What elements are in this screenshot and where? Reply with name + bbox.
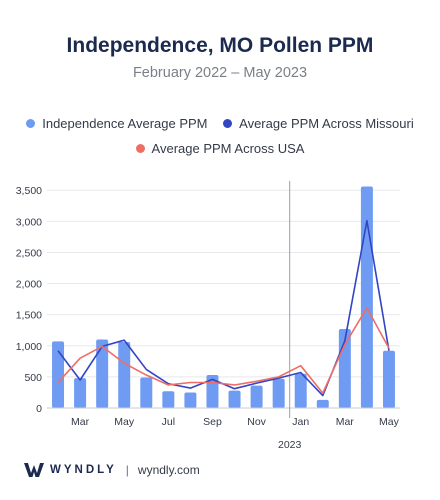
bar-independence (184, 392, 197, 408)
x-tick-label: Mar (71, 416, 90, 428)
x-tick-label: Jan (292, 416, 309, 428)
y-tick-label: 2,500 (16, 247, 42, 259)
bar-independence (140, 377, 153, 408)
x-tick-label: May (114, 416, 135, 428)
bar-independence (316, 399, 329, 408)
legend-label-usa: Average PPM Across USA (151, 141, 305, 156)
chart-title: Independence, MO Pollen PPM (66, 34, 374, 57)
wyndly-logo-icon (24, 463, 44, 477)
year-label: 2023 (278, 439, 302, 451)
legend-item-usa: Average PPM Across USA (135, 141, 305, 156)
footer: WYNDLY | wyndly.com (24, 462, 200, 478)
chart-subtitle: February 2022 – May 2023 (132, 65, 308, 81)
pollen-chart: 0 500 1,000 1,500 2,000 2,500 3,000 3,500 Mar May… (16, 181, 400, 451)
bar-independence (382, 350, 395, 408)
legend-item-independence: Independence Average PPM (26, 116, 208, 131)
bar-independence (118, 342, 131, 408)
bar-independence (74, 378, 87, 408)
y-tick-label: 2,000 (16, 279, 42, 291)
legend-dot-usa (135, 144, 145, 153)
y-tick-label: 0 (36, 403, 42, 415)
bar-independence (360, 186, 373, 408)
legend-label-missouri: Average PPM Across Missouri (239, 116, 414, 131)
legend-dot-missouri (223, 119, 233, 128)
bar-independence (294, 373, 307, 408)
bar-independence (250, 385, 263, 408)
x-tick-label: Mar (336, 416, 355, 428)
y-tick-label: 3,000 (16, 216, 42, 228)
y-tick-label: 1,500 (16, 310, 42, 322)
footer-separator: | (125, 463, 129, 477)
x-tick-label: Nov (247, 416, 266, 428)
y-tick-label: 500 (24, 372, 42, 384)
x-tick-label: Jul (162, 416, 175, 428)
bar-independence (96, 339, 109, 408)
legend-item-missouri: Average PPM Across Missouri (223, 116, 414, 131)
legend-label-independence: Independence Average PPM (42, 116, 208, 131)
legend-dot-independence (26, 119, 36, 128)
y-tick-label: 3,500 (16, 185, 42, 197)
footer-brand: WYNDLY (50, 464, 117, 476)
bar-independence (272, 378, 285, 408)
legend-row-2: Average PPM Across USA (0, 141, 440, 156)
y-tick-label: 1,000 (16, 341, 42, 353)
bar-independence (162, 391, 175, 408)
line-usa (57, 307, 390, 394)
legend-row-1: Independence Average PPM Average PPM Acr… (0, 116, 440, 131)
x-tick-label: May (379, 416, 400, 428)
bar-independence (228, 390, 241, 408)
footer-url[interactable]: wyndly.com (137, 463, 200, 477)
bar-independence (52, 341, 65, 408)
x-tick-label: Sep (203, 416, 222, 428)
